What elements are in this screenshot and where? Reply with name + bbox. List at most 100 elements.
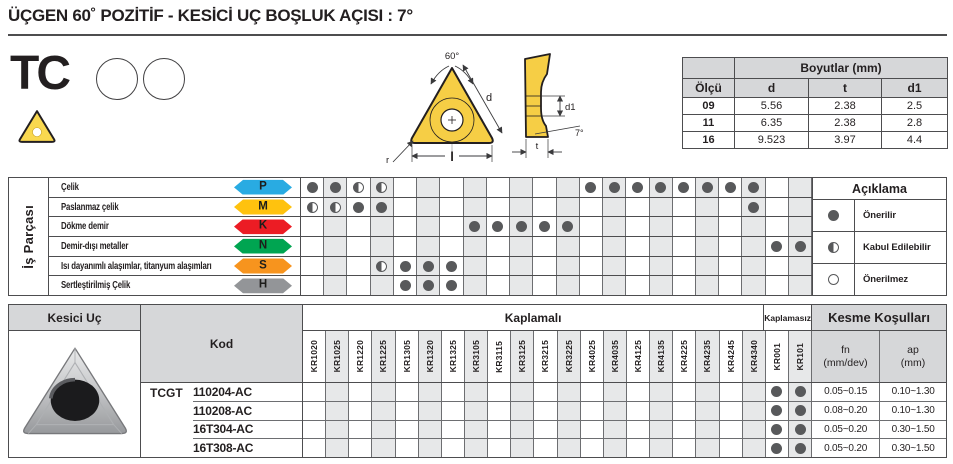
grade-column-header: KR3115: [488, 331, 512, 382]
recommended-dot: [771, 240, 783, 252]
suitability-cell: [719, 178, 743, 197]
recommended-dot: [399, 260, 411, 272]
available-dot: [794, 423, 806, 435]
suitability-cell: [394, 256, 418, 276]
grade-availability-cell: [303, 420, 327, 439]
grade-label: KR3105: [471, 340, 482, 373]
grade-availability-cell: [488, 420, 512, 439]
recommended-dot: [446, 260, 458, 272]
material-cell: Çelik P: [49, 178, 301, 197]
suitability-cell: [417, 276, 441, 296]
recommended-dot: [422, 280, 434, 292]
grade-column-header: KR1325: [442, 331, 465, 382]
dims-value: 3.97: [808, 131, 882, 149]
insert-rows: 0.05~0.15 0.10~1.30 0.08~0.20 0.10~1.30 0.05…: [303, 383, 946, 457]
material-cell: Dökme demir K: [49, 217, 301, 237]
grade-availability-cell: [766, 420, 789, 439]
available-dot: [794, 442, 806, 454]
suitability-cell: [673, 178, 696, 197]
grade-availability-cell: [442, 383, 465, 401]
suitability-cell: [556, 276, 580, 296]
legend-item: Kabul Edilebilir: [813, 232, 946, 264]
grade-availability-cell: [766, 401, 789, 420]
dimensions-table: Boyutlar (mm) Ölçü d t d1 09 5.56 2.38 2.5 11 6.…: [682, 57, 948, 149]
material-name: Dökme demir: [61, 221, 109, 233]
suitability-cell: [463, 276, 487, 296]
grade-column-header: KR1225: [372, 331, 396, 382]
suitability-cell: [603, 256, 627, 276]
suitability-cell: [417, 178, 441, 197]
t-label: t: [536, 141, 539, 152]
suitability-cells: [301, 178, 813, 197]
grade-availability-cell: [766, 439, 789, 457]
suitability-cell: [487, 276, 511, 296]
grade-availability-cell: [534, 383, 558, 401]
fn-header: fn (mm/dev): [812, 331, 879, 382]
grade-availability-cell: [581, 420, 604, 439]
suitability-cells: [301, 276, 813, 296]
suitability-cell: [766, 276, 789, 296]
grade-column-header: KR001: [766, 331, 789, 382]
grade-column-header: KR4135: [650, 331, 674, 382]
workpiece-row: Sertleştirilmiş Çelik H: [49, 276, 813, 296]
grade-availability-cell: [720, 401, 743, 420]
grade-availability-cell: [326, 439, 350, 457]
suitability-cell: [695, 178, 720, 197]
grade-availability-cell: [650, 439, 674, 457]
grade-availability-cell: [720, 420, 743, 439]
suitability-cell: [301, 237, 325, 256]
workpiece-side-label: İş Parçası: [21, 204, 36, 269]
material-cell: Sertleştirilmiş Çelik H: [49, 276, 301, 296]
suitability-cell: [324, 178, 348, 197]
suitability-cell: [580, 178, 604, 197]
acceptable-dot: [376, 260, 388, 272]
grade-availability-cell: [326, 420, 350, 439]
suitability-cell: [673, 217, 696, 237]
code-list: 110204-AC 110208-AC 16T304-AC 16T308-AC: [193, 383, 302, 457]
suitability-cell: [394, 197, 418, 217]
suitability-cell: [695, 256, 720, 276]
suitability-cell: [394, 178, 418, 197]
suitability-cell: [556, 256, 580, 276]
series-code: TC: [10, 47, 71, 100]
dims-value: 2.38: [808, 97, 882, 115]
insert-side-view: [524, 53, 551, 138]
suitability-cell: [463, 256, 487, 276]
grade-column-header: KR4225: [673, 331, 697, 382]
legend-label: Önerilir: [863, 210, 896, 221]
grade-availability-cell: [488, 401, 512, 420]
recommended-dot: [678, 181, 690, 193]
suitability-cell: [417, 256, 441, 276]
suitability-cell: [626, 276, 650, 296]
grade-column-header: KR3225: [557, 331, 581, 382]
grade-column-header: KR3105: [464, 331, 489, 382]
grade-availability-cell: [788, 401, 813, 420]
grade-availability-cell: [742, 401, 766, 420]
grade-availability-cell: [742, 439, 766, 457]
grade-availability-cell: [372, 401, 396, 420]
workpiece-panel: İş Parçası Çelik P Paslanmaz çelik M Dökme d…: [8, 177, 947, 296]
suitability-cell: [487, 197, 511, 217]
grade-availability-cell: [673, 420, 697, 439]
suitability-cell: [788, 237, 813, 256]
available-dot: [771, 423, 783, 435]
grade-availability-cell: [418, 401, 442, 420]
recommended-dot: [748, 201, 760, 213]
available-dot: [794, 405, 806, 417]
suitability-cell: [788, 178, 813, 197]
dims-value: 2.38: [808, 114, 882, 132]
suitability-cell: [742, 237, 766, 256]
insert-photo: [9, 331, 140, 457]
suitability-cell: [742, 197, 766, 217]
recommended-dot: [724, 181, 736, 193]
suitability-cell: [487, 217, 511, 237]
suitability-cell: [370, 217, 394, 237]
suitability-cell: [370, 237, 394, 256]
grade-availability-cell: [396, 401, 419, 420]
suitability-cell: [673, 256, 696, 276]
legend-item: Önerilir: [813, 200, 946, 232]
grade-availability-cell: [349, 420, 373, 439]
grades-section: Kaplamalı Kaplamasız Kesme Koşulları KR1…: [303, 305, 946, 457]
grade-availability-cell: [464, 383, 489, 401]
grade-availability-cell: [603, 401, 627, 420]
